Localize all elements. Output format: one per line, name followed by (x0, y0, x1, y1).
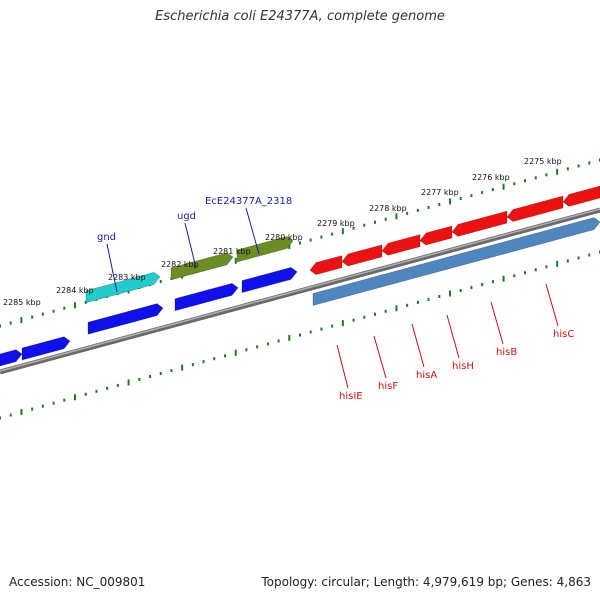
ruler-label-2279: 2279 kbp (317, 219, 355, 228)
leader-line (373, 335, 387, 379)
accession-text: Accession: NC_009801 (9, 575, 146, 589)
gene-arrow-ece24377a-2318 (236, 236, 294, 263)
gene-arrow-blue-1 (0, 349, 23, 367)
gene-arrow-ugd (170, 252, 234, 281)
gene-label-hish: hisH (452, 361, 474, 372)
leader-line (446, 314, 460, 359)
gene-label-hisie: hisIE (339, 391, 363, 402)
gene-label-hisa: hisA (416, 370, 437, 381)
gene-label-gnd: gnd (97, 232, 116, 243)
inner-ruler-ticks (0, 250, 600, 420)
gene-arrow-blue-3 (87, 303, 164, 335)
ruler-label-2278: 2278 kbp (369, 204, 407, 213)
gene-arrow-his-operon (312, 217, 600, 306)
gene-arrow-red-2 (341, 244, 383, 267)
gene-label-hisf: hisF (378, 381, 398, 392)
ruler-label-2281: 2281 kbp (213, 247, 251, 256)
gene-arrow-blue-5 (241, 267, 298, 294)
gene-arrow-gnd (85, 272, 161, 304)
gene-label-hisb: hisB (496, 347, 517, 358)
gene-arrow-red-6 (506, 195, 564, 222)
gene-arrow-red-4 (419, 225, 453, 246)
backbone-highlight (0, 208, 600, 372)
gene-features (0, 185, 600, 367)
leader-line (106, 243, 118, 293)
ruler-label-2277: 2277 kbp (421, 188, 459, 197)
gene-label-hisc: hisC (553, 329, 574, 340)
gene-arrow-red-5 (451, 210, 508, 237)
gene-arrow-red-1 (309, 255, 343, 276)
ruler-label-2280: 2280 kbp (265, 233, 303, 242)
ruler-label-2283: 2283 kbp (108, 273, 146, 282)
leader-line (336, 344, 349, 389)
ruler-label-2275: 2275 kbp (524, 157, 562, 166)
leader-line (411, 323, 425, 368)
ruler-label-2285: 2285 kbp (3, 298, 41, 307)
gene-label-ece24377a-2318: EcE24377A_2318 (205, 196, 292, 207)
leader-line (184, 222, 197, 269)
gene-arrow-blue-2 (21, 336, 71, 361)
ruler-label-2276: 2276 kbp (472, 173, 510, 182)
gene-arrow-red-3 (381, 234, 421, 256)
genome-stats-text: Topology: circular; Length: 4,979,619 bp… (261, 575, 591, 589)
gene-arrow-red-7 (562, 185, 600, 207)
gene-arrow-blue-4 (174, 283, 239, 312)
genome-backbone (0, 207, 600, 375)
label-leader-lines (106, 207, 559, 389)
gene-label-ugd: ugd (177, 211, 196, 222)
backbone-line (0, 207, 600, 375)
ruler-label-2284: 2284 kbp (56, 286, 94, 295)
map-title: Escherichia coli E24377A, complete genom… (155, 9, 445, 24)
leader-line (245, 207, 260, 255)
ruler-label-2282: 2282 kbp (161, 260, 199, 269)
leader-line (545, 283, 559, 327)
leader-line (490, 301, 504, 345)
